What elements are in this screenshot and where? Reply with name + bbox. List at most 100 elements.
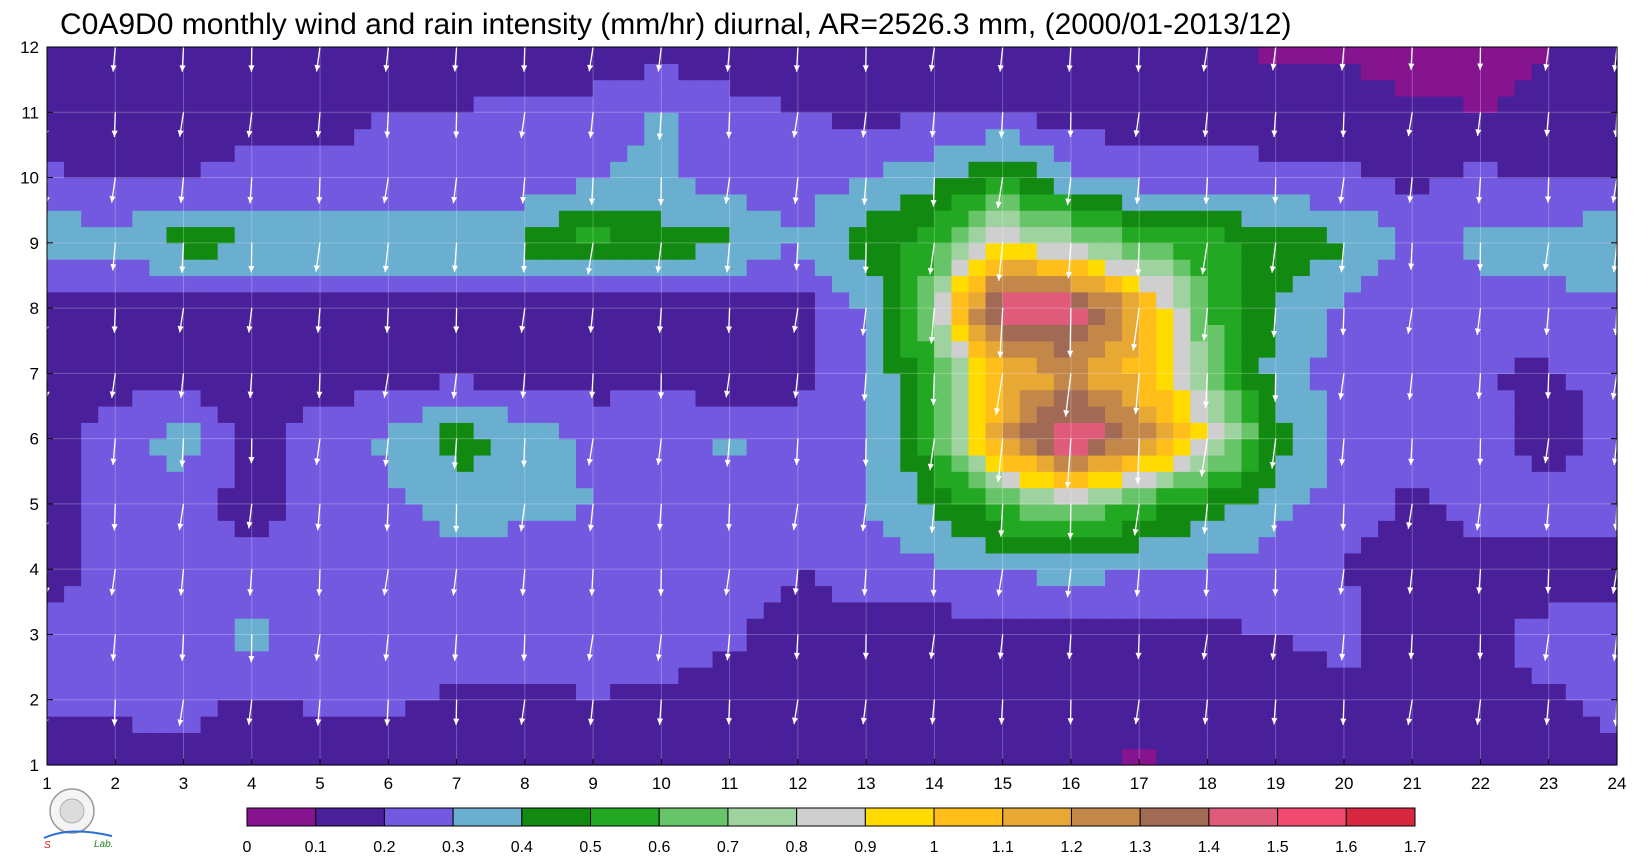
heatmap-cell <box>1156 193 1174 211</box>
heatmap-cell <box>1395 650 1413 668</box>
heatmap-cell <box>1002 242 1021 260</box>
heatmap-cell <box>1105 667 1123 685</box>
heatmap-cell <box>661 47 680 64</box>
heatmap-cell <box>81 389 99 407</box>
heatmap-cell <box>234 487 253 505</box>
heatmap-cell <box>285 63 304 81</box>
heatmap-cell <box>234 618 253 636</box>
heatmap-cell <box>507 454 526 472</box>
heatmap-cell <box>422 291 441 309</box>
heatmap-cell <box>917 95 935 113</box>
heatmap-cell <box>1258 618 1277 636</box>
heatmap-cell <box>98 242 116 260</box>
heatmap-cell <box>695 112 714 130</box>
heatmap-cell <box>1497 618 1516 636</box>
heatmap-cell <box>405 226 424 244</box>
heatmap-cell <box>780 177 799 195</box>
heatmap-cell <box>1122 503 1140 521</box>
heatmap-cell <box>780 112 799 130</box>
heatmap-cell <box>593 275 611 293</box>
heatmap-cell <box>47 683 65 701</box>
heatmap-cell <box>627 618 645 636</box>
heatmap-cell <box>814 601 833 619</box>
heatmap-cell <box>678 585 697 603</box>
heatmap-cell <box>234 259 253 277</box>
heatmap-cell <box>149 667 168 685</box>
heatmap-cell <box>1122 373 1140 391</box>
heatmap-cell <box>678 128 697 146</box>
heatmap-cell <box>473 585 492 603</box>
heatmap-cell <box>1156 716 1174 733</box>
heatmap-cell <box>149 63 168 81</box>
heatmap-cell <box>1548 487 1567 505</box>
wind-vector-head <box>1272 589 1279 596</box>
heatmap-cell <box>1275 47 1294 64</box>
heatmap-cell <box>1412 618 1430 636</box>
heatmap-cell <box>524 422 543 440</box>
heatmap-cell <box>439 716 458 733</box>
heatmap-cell <box>832 193 850 211</box>
heatmap-cell <box>473 422 492 440</box>
heatmap-cell <box>1053 585 1072 603</box>
heatmap-cell <box>1207 357 1226 374</box>
wind-vector <box>1132 308 1140 351</box>
heatmap-cell <box>1207 667 1226 685</box>
heatmap-cell <box>1429 536 1447 554</box>
heatmap-cell <box>1378 471 1396 489</box>
heatmap-cell <box>354 259 372 277</box>
heatmap-cell <box>541 618 560 636</box>
heatmap-cell <box>473 650 492 668</box>
heatmap-cell <box>1122 259 1140 277</box>
heatmap-cell <box>712 308 731 326</box>
heatmap-cell <box>1258 503 1277 521</box>
heatmap-cell <box>251 340 270 358</box>
heatmap-cell <box>1343 259 1362 277</box>
heatmap-cell <box>1105 226 1123 244</box>
heatmap-cell <box>593 667 611 685</box>
heatmap-cell <box>814 242 833 260</box>
heatmap-cell <box>661 601 680 619</box>
heatmap-cell <box>1343 112 1362 130</box>
heatmap-cell <box>405 210 424 228</box>
heatmap-cell <box>763 112 782 130</box>
wind-vector-head <box>1272 395 1279 402</box>
wind-vector-head <box>1475 523 1481 531</box>
heatmap-cell <box>1156 161 1174 179</box>
heatmap-cell <box>1480 569 1499 587</box>
heatmap-cell <box>98 144 116 162</box>
heatmap-cell <box>849 650 867 668</box>
heatmap-cell <box>1087 47 1106 64</box>
heatmap-cell <box>541 650 560 668</box>
heatmap-cell <box>746 275 765 293</box>
heatmap-cell <box>47 438 65 456</box>
heatmap-cell <box>524 128 543 146</box>
heatmap-cell <box>729 716 748 733</box>
heatmap-cell <box>1241 144 1260 162</box>
heatmap-cell <box>64 748 82 766</box>
heatmap-cell <box>763 520 782 538</box>
heatmap-cell <box>1565 161 1584 179</box>
heatmap-cell <box>1292 308 1311 326</box>
heatmap-cell <box>1275 716 1294 733</box>
heatmap-cell <box>849 536 867 554</box>
heatmap-cell <box>866 308 884 326</box>
heatmap-cell <box>541 144 560 162</box>
heatmap-cell <box>422 748 441 766</box>
heatmap-cell <box>64 732 82 750</box>
heatmap-cell <box>576 454 594 472</box>
x-tick-label: 24 <box>1608 774 1627 793</box>
heatmap-cell <box>695 79 714 97</box>
heatmap-cell <box>1207 569 1226 587</box>
wind-vector-head <box>861 783 868 790</box>
heatmap-cell <box>1326 618 1345 636</box>
heatmap-cell <box>81 471 99 489</box>
heatmap-cell <box>1105 63 1123 81</box>
heatmap-cell <box>661 112 680 130</box>
x-tick-label: 20 <box>1334 774 1353 793</box>
heatmap-cell <box>1019 193 1038 211</box>
heatmap-cell <box>149 95 168 113</box>
heatmap-cell <box>200 601 219 619</box>
heatmap-cell <box>371 667 389 685</box>
heatmap-cell <box>814 667 833 685</box>
heatmap-cell <box>115 324 133 342</box>
